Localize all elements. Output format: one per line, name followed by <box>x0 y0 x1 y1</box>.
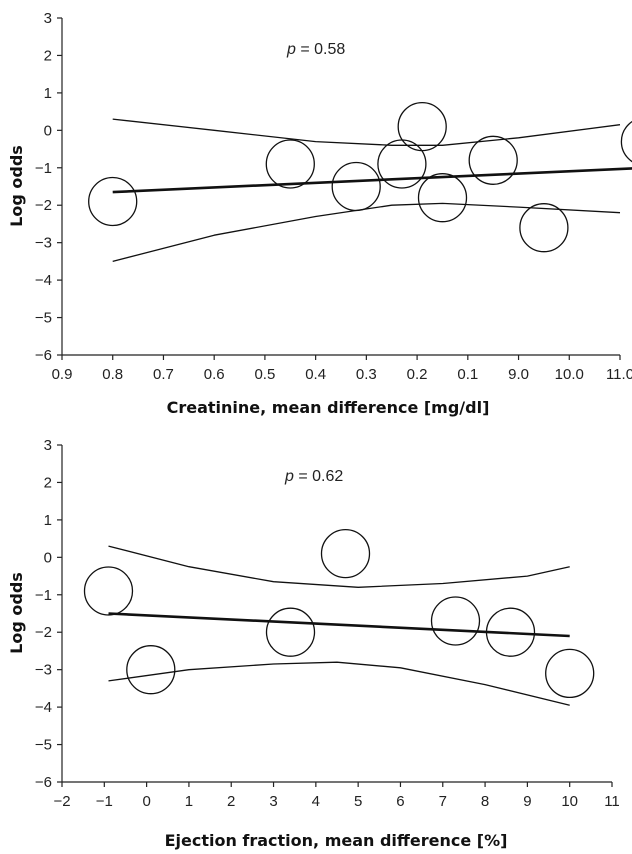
y-tick-label: −5 <box>35 310 52 327</box>
ci-lower-curve <box>108 661 570 706</box>
x-tick-label: 0.2 <box>407 366 428 383</box>
data-point-circle <box>519 203 569 253</box>
y-tick-label: 3 <box>44 437 52 454</box>
x-tick-label: 7 <box>439 793 447 810</box>
x-tick-label: 4 <box>312 793 320 810</box>
y-tick-label: 2 <box>44 47 52 64</box>
x-tick-label: 1 <box>185 793 193 810</box>
x-tick-label: 0.6 <box>204 366 225 383</box>
data-point-circle <box>331 161 381 212</box>
y-axis-title: Log odds <box>7 572 26 654</box>
y-tick-label: 3 <box>44 10 52 27</box>
y-tick-label: 0 <box>44 122 52 139</box>
regression-line <box>112 167 632 194</box>
x-axis-title: Creatinine, mean difference [mg/dl] <box>167 398 490 417</box>
x-tick-label: 0 <box>142 793 150 810</box>
p-value-annotation: p = 0.58 <box>286 41 345 58</box>
ci-upper-curve <box>108 545 570 588</box>
x-tick-label: 9 <box>523 793 531 810</box>
x-tick-label: 3 <box>269 793 277 810</box>
plot-area: 3 2 1 0 −1 −2 −3 −4 −5 −6 0.9 0.8 0.7 0.6 0.5 0.4 0.3 0.… <box>35 10 632 383</box>
x-tick-label: 8 <box>481 793 489 810</box>
data-point-circle <box>88 176 138 227</box>
data-point-circle <box>485 607 536 657</box>
data-point-circle <box>468 135 518 185</box>
data-point-circle <box>377 139 427 189</box>
x-tick-label: 11.0 <box>606 366 632 383</box>
data-point-circle <box>545 648 595 699</box>
x-tick-label: 5 <box>354 793 362 810</box>
y-axis-title: Log odds <box>7 145 26 227</box>
x-tick-label: 0.9 <box>52 366 73 383</box>
y-tick-label: 1 <box>44 85 52 102</box>
data-point-circle <box>620 120 632 163</box>
data-point-circle <box>430 596 481 646</box>
x-tick-label: 10 <box>561 793 578 810</box>
y-tick-label: 2 <box>44 474 52 491</box>
data-point-circle <box>397 101 447 152</box>
x-tick-label: 2 <box>227 793 235 810</box>
ci-lower-curve <box>112 202 621 263</box>
y-tick-label: −6 <box>35 347 52 364</box>
y-tick-label: −6 <box>35 774 52 791</box>
x-tick-label: −1 <box>96 793 113 810</box>
data-point-circle <box>320 528 371 579</box>
x-tick-label: −2 <box>53 793 70 810</box>
x-tick-label: 10.0 <box>555 366 584 383</box>
y-tick-label: −2 <box>35 624 52 641</box>
x-tick-label: 9.0 <box>508 366 529 383</box>
x-tick-label: 0.8 <box>102 366 123 383</box>
ci-upper-curve <box>112 118 621 146</box>
x-tick-label: 0.5 <box>254 366 275 383</box>
y-tick-label: −1 <box>35 160 52 177</box>
data-point-circle <box>83 566 134 616</box>
x-tick-label: 0.7 <box>153 366 174 383</box>
x-tick-label: 11 <box>604 793 620 810</box>
data-point-circle <box>126 645 176 695</box>
x-tick-label: 6 <box>396 793 404 810</box>
y-tick-label: 0 <box>44 549 52 566</box>
p-value-annotation: p = 0.62 <box>284 468 343 485</box>
x-tick-label: 0.3 <box>356 366 377 383</box>
y-tick-label: −2 <box>35 197 52 214</box>
data-point-circle <box>265 607 316 657</box>
y-tick-label: −3 <box>35 235 52 252</box>
data-point-circle <box>265 139 315 189</box>
y-tick-label: −1 <box>35 587 52 604</box>
x-axis-title: Ejection fraction, mean difference [%] <box>165 831 508 850</box>
y-tick-label: −5 <box>35 737 52 754</box>
y-tick-label: −3 <box>35 662 52 679</box>
regression-line <box>108 612 570 638</box>
x-tick-label: 0.4 <box>305 366 326 383</box>
creatinine-chart: 3 2 1 0 −1 −2 −3 −4 −5 −6 0.9 0.8 0.7 0.6 0.5 0.4 0.3 0.… <box>7 10 632 417</box>
y-tick-label: −4 <box>35 699 52 716</box>
x-tick-label: 0.1 <box>457 366 478 383</box>
data-point-circle <box>417 173 468 223</box>
y-tick-label: 1 <box>44 512 52 529</box>
y-tick-label: −4 <box>35 272 52 289</box>
